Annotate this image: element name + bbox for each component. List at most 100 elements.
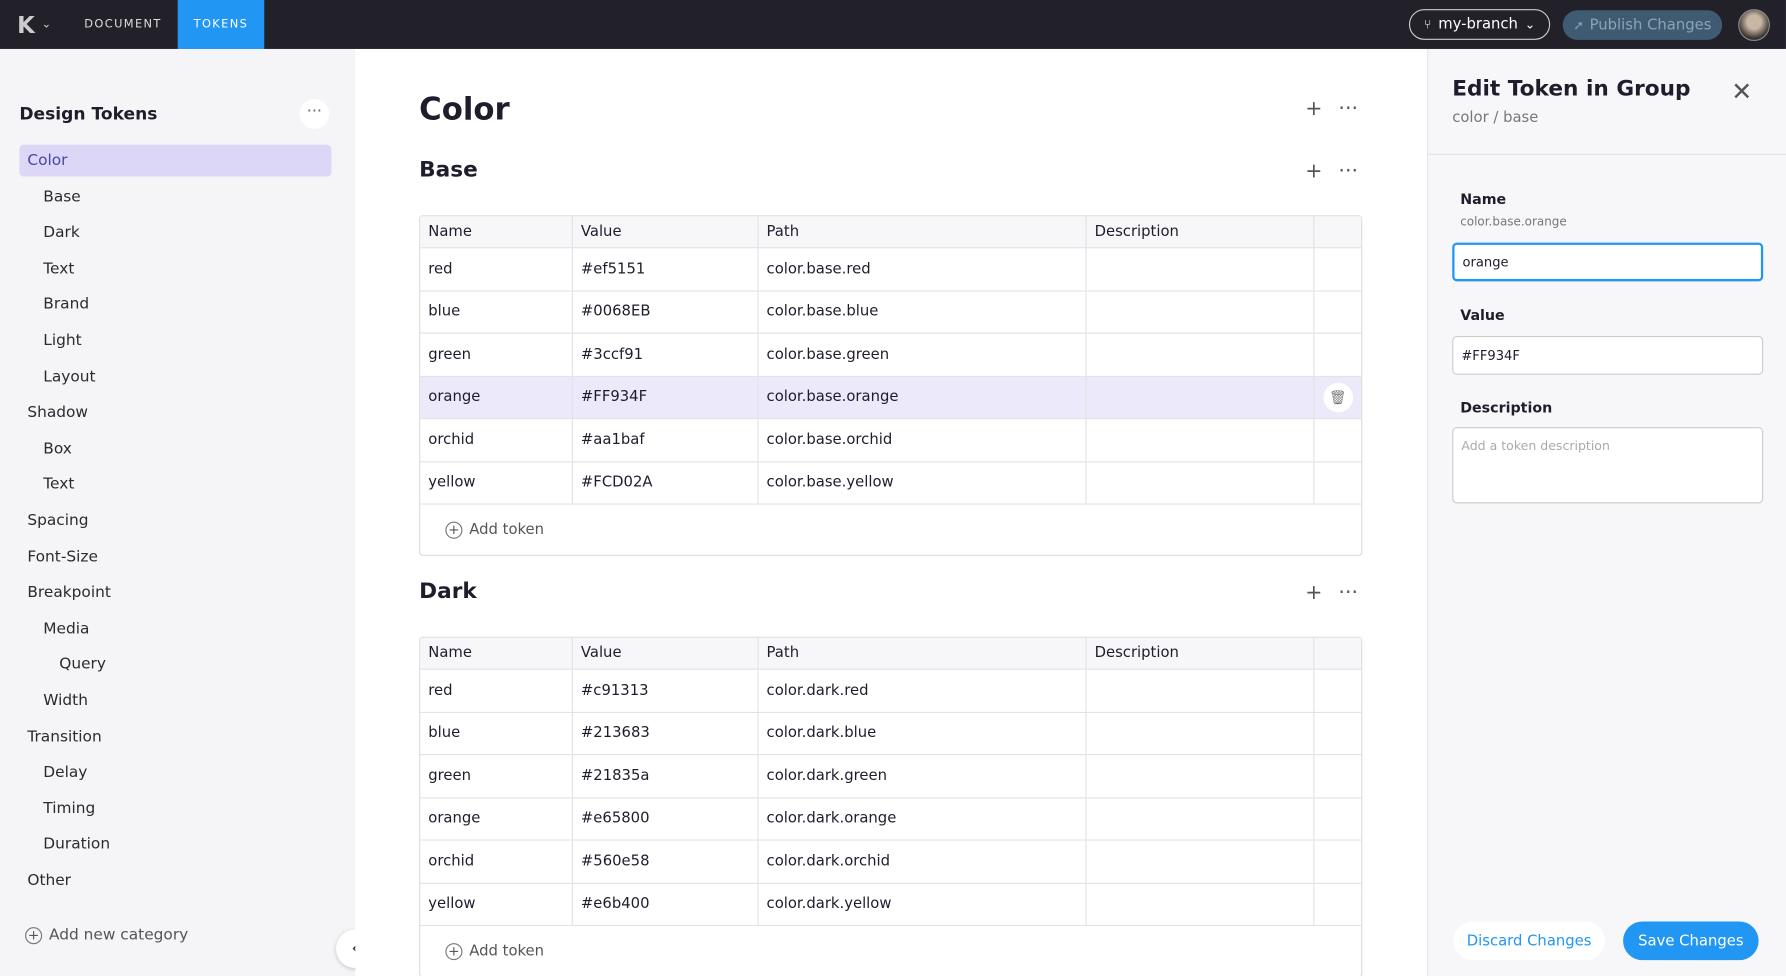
table-row[interactable]: orange #e65800 color.dark.orange [420,797,1362,841]
sidebar-item[interactable]: Text [43,259,75,278]
tab-tokens[interactable]: TOKENS [177,0,265,49]
add-category-label: Add new category [48,926,189,945]
sidebar-item[interactable]: Shadow [27,403,89,422]
table-cell: green [420,333,573,376]
column-header: Name [420,216,573,248]
publish-button[interactable]: ➚ Publish Changes [1562,10,1723,40]
sidebar-item[interactable]: Breakpoint [27,583,111,602]
table-row[interactable]: blue #0068EB color.base.blue [420,291,1362,334]
sidebar-item[interactable]: Other [27,871,72,890]
table-cell [1087,419,1315,461]
table-cell: color.base.blue [759,291,1087,333]
add-token-button[interactable]: + Add token [420,505,1361,555]
avatar[interactable] [1738,9,1771,42]
column-header: Description [1087,216,1315,248]
name-input[interactable]: orange [1452,242,1764,282]
sidebar-item[interactable]: Query [59,655,106,674]
column-header: Value [573,216,759,248]
column-header: Value [573,637,759,669]
table-row[interactable]: green #21835a color.dark.green [420,755,1362,798]
sidebar-item[interactable]: Light [43,331,82,350]
discard-changes-button[interactable]: Discard Changes [1453,921,1605,961]
table-cell [1087,333,1315,376]
sidebar-title: Design Tokens [19,103,158,125]
edit-token-panel: Edit Token in Group color / base ✕ Name … [1427,48,1786,976]
table-row[interactable]: orchid #560e58 color.dark.orchid [420,840,1362,884]
table-row[interactable]: orange #FF934F color.base.orange 🗑 [420,376,1362,420]
row-actions [1314,755,1361,797]
sidebar-item[interactable]: Transition [27,727,102,746]
sidebar-item[interactable]: Box [43,439,72,458]
add-category-button[interactable]: + Add new category [25,926,188,944]
tab-document[interactable]: DOCUMENT [84,18,162,31]
table-row[interactable]: red #c91313 color.dark.red [420,669,1362,713]
sidebar-item[interactable]: Base [43,187,81,206]
table-cell: #e6b400 [573,883,759,925]
trash-icon[interactable]: 🗑 [1322,382,1353,413]
table-row[interactable]: yellow #FCD02A color.base.yellow [420,461,1362,505]
more-options-button[interactable]: ··· [299,99,330,129]
sidebar-item[interactable]: Timing [43,799,96,818]
sidebar-item[interactable]: Layout [43,367,96,386]
column-header-actions [1314,216,1361,247]
table-cell: color.base.orange [759,376,1087,419]
table-cell [1087,797,1315,840]
chevron-down-icon: ⌄ [41,18,52,31]
table-cell: color.dark.orange [759,797,1087,840]
column-header-actions [1314,638,1361,669]
close-icon[interactable]: ✕ [1731,78,1753,108]
table-cell: color.base.red [759,248,1087,290]
top-bar: K ⌄ DOCUMENT TOKENS ⑂ my-branch ⌄ ➚ Publish … [0,0,1786,49]
table-row[interactable]: green #3ccf91 color.base.green [420,333,1362,377]
table-cell [1087,461,1315,504]
sidebar-item[interactable]: Delay [43,763,88,782]
sidebar-item[interactable]: Spacing [27,511,89,530]
more-icon[interactable]: ··· [1338,580,1358,605]
group-title: Base [419,157,478,183]
row-actions: 🗑 [1314,376,1361,418]
sidebar-item[interactable]: Font-Size [27,547,98,566]
table-cell: red [420,669,573,712]
sidebar-item[interactable]: Brand [43,295,90,314]
table-cell: orchid [420,419,573,461]
branch-icon: ⑂ [1423,17,1432,32]
table-cell [1087,883,1315,925]
save-changes-button[interactable]: Save Changes [1623,921,1759,961]
table-row[interactable]: blue #213683 color.dark.blue [420,712,1362,756]
sidebar-item[interactable]: Width [43,691,88,710]
table-header: Name Value Path Description [420,216,1362,249]
add-token-label: Add token [469,942,545,960]
app-menu[interactable]: K ⌄ [0,11,68,38]
sidebar-item[interactable]: Media [43,619,90,638]
add-icon[interactable]: + [1305,96,1323,121]
table-cell: green [420,755,573,797]
table-cell: blue [420,712,573,755]
table-cell: yellow [420,883,573,925]
publish-label: Publish Changes [1589,16,1712,34]
value-input[interactable]: #FF934F [1452,336,1764,375]
sidebar: Design Tokens ··· + Add new category ‹ Co… [0,48,375,976]
table-cell [1087,291,1315,333]
group-title: Dark [419,578,477,604]
add-token-button[interactable]: + Add token [420,926,1361,976]
sidebar-item[interactable]: Color [19,144,332,177]
branch-selector[interactable]: ⑂ my-branch ⌄ [1408,9,1551,40]
row-actions [1314,798,1361,840]
sidebar-item[interactable]: Dark [43,223,80,242]
table-cell: orchid [420,840,573,883]
table-cell: color.base.orchid [759,419,1087,461]
group-actions: + ··· [1305,159,1358,183]
table-row[interactable]: orchid #aa1baf color.base.orchid [420,419,1362,462]
add-icon[interactable]: + [1305,580,1323,605]
logo-icon: K [17,10,35,39]
more-icon[interactable]: ··· [1338,96,1358,121]
table-row[interactable]: red #ef5151 color.base.red [420,248,1362,292]
table-row[interactable]: yellow #e6b400 color.dark.yellow [420,883,1362,927]
token-table: Name Value Path Description red #c91313 color.… [419,636,1363,976]
more-icon[interactable]: ··· [1338,159,1358,184]
description-textarea[interactable]: Add a token description [1452,427,1764,504]
row-actions [1314,712,1361,754]
sidebar-item[interactable]: Text [43,475,75,494]
add-icon[interactable]: + [1305,159,1323,184]
sidebar-item[interactable]: Duration [43,835,111,854]
